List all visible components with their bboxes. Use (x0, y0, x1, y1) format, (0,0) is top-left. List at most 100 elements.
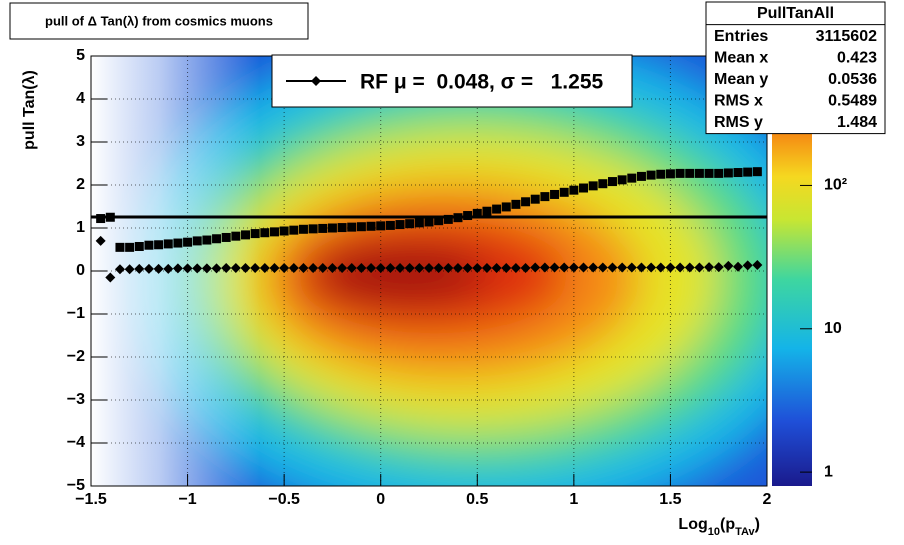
square-marker (337, 223, 347, 233)
legend-marker (311, 76, 321, 86)
diamond-marker (192, 263, 203, 274)
square-marker (675, 168, 685, 178)
square-marker (356, 222, 366, 232)
x-axis-label-part: 10 (708, 526, 720, 538)
diamond-marker (752, 259, 763, 270)
diamond-marker (182, 263, 193, 274)
x-tick-label: 1 (569, 491, 578, 508)
x-tick-label: 0 (376, 491, 385, 508)
diamond-marker (250, 262, 261, 273)
diamond-marker (385, 262, 396, 273)
square-marker (231, 231, 241, 241)
y-tick-label: 3 (76, 133, 85, 150)
legend-label: RF μ = 0.048, σ = 1.255 (360, 71, 604, 94)
square-marker (598, 179, 608, 189)
diamond-marker (327, 262, 338, 273)
diamond-marker (240, 262, 251, 273)
diamond-marker (395, 262, 406, 273)
square-marker (279, 226, 289, 236)
x-axis-label-part: (p (720, 516, 735, 533)
diamond-marker (588, 262, 599, 273)
square-marker (743, 167, 753, 177)
diamond-marker (414, 262, 425, 273)
x-axis-label-part: ) (755, 516, 760, 533)
x-tick-label: −0.5 (268, 491, 300, 508)
diamond-marker (337, 262, 348, 273)
square-marker (714, 168, 724, 178)
square-marker (617, 175, 627, 185)
x-axis-label-part: TAv (735, 526, 755, 538)
square-marker (308, 224, 318, 234)
diamond-marker (713, 262, 724, 273)
diamond-marker (288, 262, 299, 273)
diamond-marker (597, 262, 608, 273)
x-tick-label: 2 (763, 491, 772, 508)
square-marker (125, 242, 135, 252)
diamond-marker (539, 262, 550, 273)
square-marker (530, 194, 540, 204)
diamond-marker (172, 263, 183, 274)
stats-value: 3115602 (816, 28, 878, 45)
stats-key: Entries (714, 28, 768, 45)
y-axis-label: pull Tan(λ) (21, 70, 38, 150)
square-marker (607, 177, 617, 187)
square-marker (579, 183, 589, 193)
square-marker (366, 221, 376, 231)
square-marker (636, 171, 646, 181)
diamond-marker (356, 262, 367, 273)
x-tick-label: −1.5 (75, 491, 107, 508)
square-marker (376, 221, 386, 231)
square-marker (163, 239, 173, 249)
square-marker (192, 236, 202, 246)
diamond-marker (472, 262, 483, 273)
diamond-marker (279, 262, 290, 273)
y-tick-label: 1 (76, 219, 85, 236)
square-marker (144, 240, 154, 250)
z-tick-label: 10 (824, 320, 842, 337)
diamond-marker (704, 262, 715, 273)
stats-value: 0.423 (837, 49, 877, 66)
square-marker (202, 235, 212, 245)
diamond-marker (143, 263, 154, 274)
diamond-marker (694, 262, 705, 273)
square-marker (212, 234, 222, 244)
y-tick-label: −4 (67, 434, 85, 451)
heatmap (91, 56, 767, 486)
square-marker (501, 202, 511, 212)
square-marker (414, 218, 424, 228)
square-marker (550, 189, 560, 199)
square-marker (627, 173, 637, 183)
square-marker (289, 225, 299, 235)
diamond-marker (346, 262, 357, 273)
diamond-marker (723, 260, 734, 271)
stats-key: RMS y (714, 114, 763, 131)
stats-value: 0.0536 (828, 71, 877, 88)
diamond-marker (646, 262, 657, 273)
diamond-marker (733, 261, 744, 272)
square-marker (434, 216, 444, 226)
diamond-marker (124, 264, 135, 275)
stats-value: 0.5489 (828, 93, 877, 110)
square-marker (453, 213, 463, 223)
diamond-marker (501, 262, 512, 273)
diamond-marker (510, 262, 521, 273)
diamond-marker (308, 262, 319, 273)
diamond-marker (221, 262, 232, 273)
y-tick-label: 2 (76, 176, 85, 193)
diamond-marker (684, 262, 695, 273)
stats-key: RMS x (714, 93, 763, 110)
stats-key: Mean x (714, 49, 768, 66)
diamond-marker (617, 262, 628, 273)
y-tick-label: 5 (76, 47, 85, 64)
square-marker (559, 187, 569, 197)
diamond-marker (491, 262, 502, 273)
square-marker (443, 214, 453, 224)
square-marker (250, 229, 260, 239)
square-marker (269, 227, 279, 237)
diamond-marker (114, 264, 125, 275)
y-tick-label: 4 (76, 90, 85, 107)
diamond-marker (298, 262, 309, 273)
y-tick-label: −5 (67, 477, 85, 494)
diamond-marker (530, 262, 541, 273)
